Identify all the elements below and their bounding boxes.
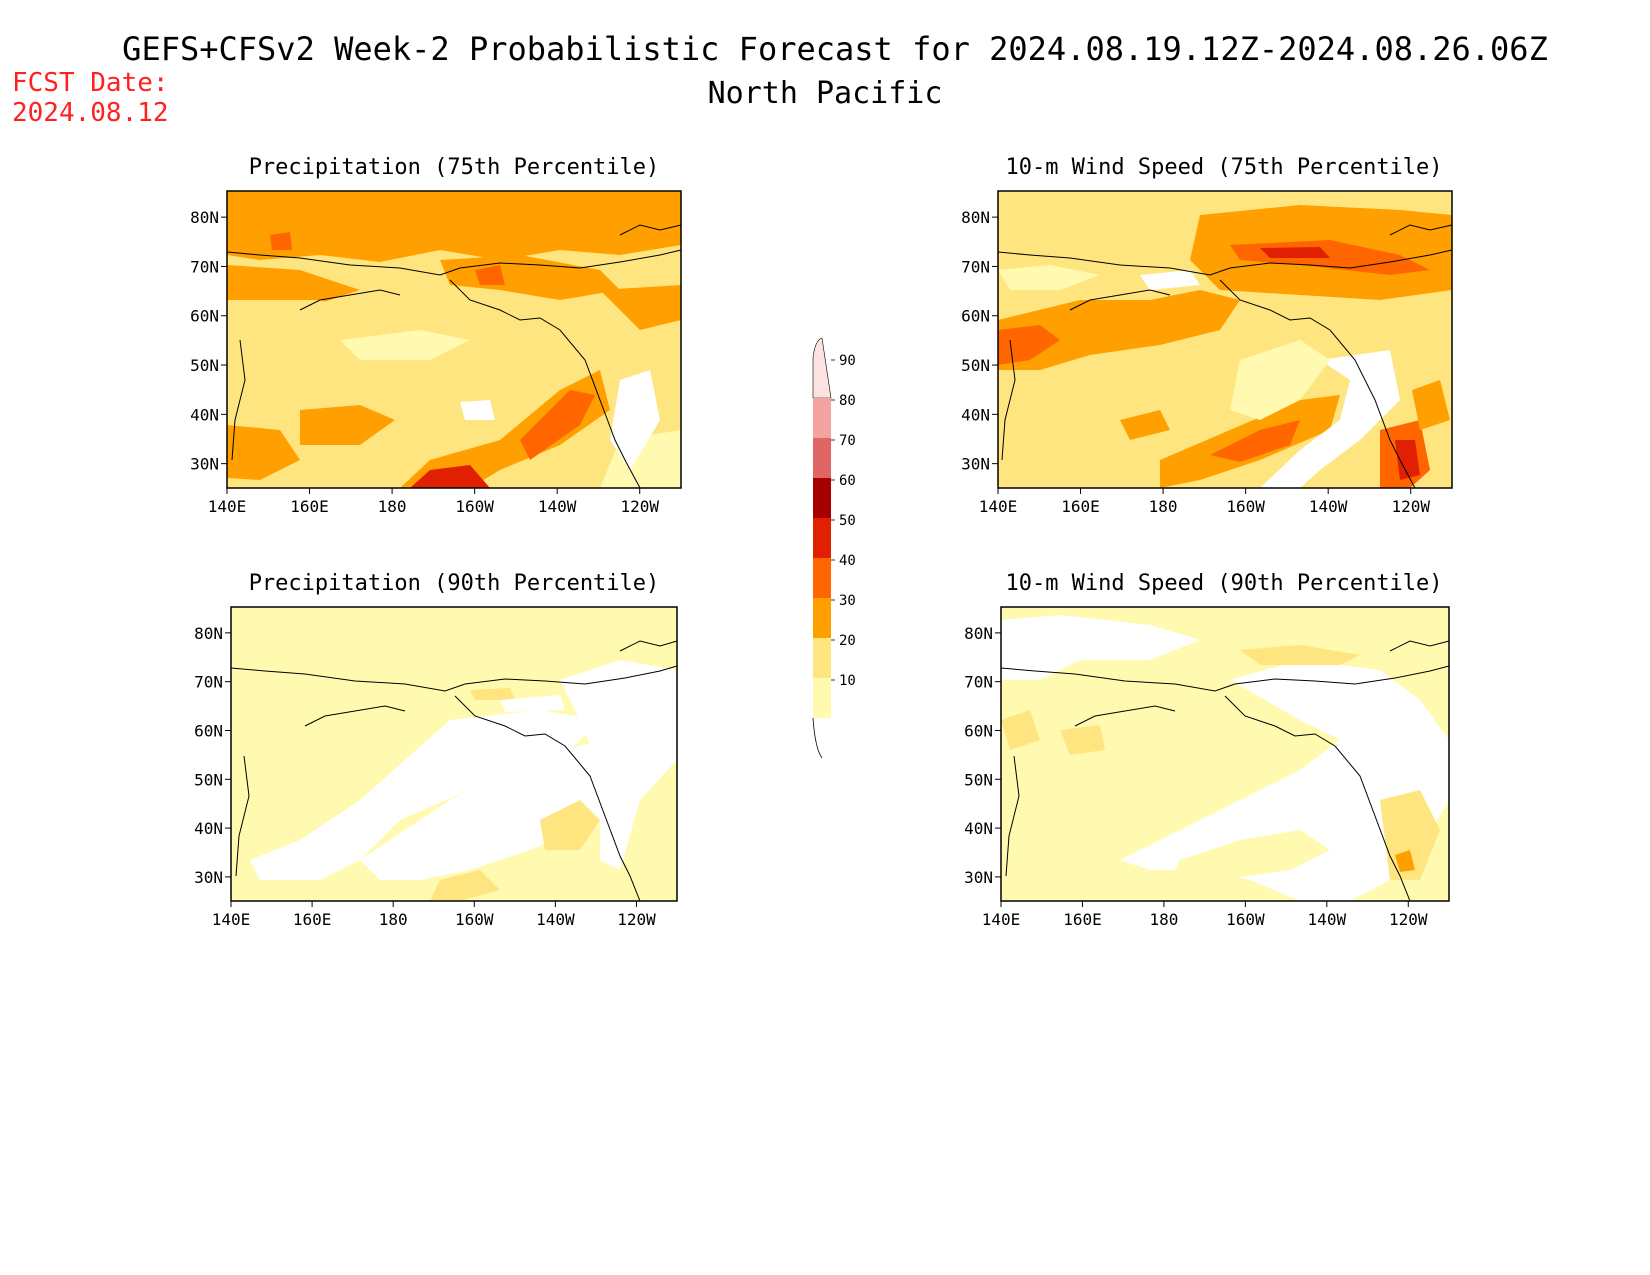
colorbar-label: 30 [839,593,856,609]
fcst-date-value: 2024.08.12 [12,98,169,128]
lat-tick-label: 60N [190,307,219,326]
lon-tick-label: 160W [1226,497,1265,516]
lon-tick-label: 140W [538,497,577,516]
colorbar-label: 40 [839,553,856,569]
colorbar-label: 80 [839,393,856,409]
colorbar-segment [813,558,831,598]
colorbar-segment [813,398,831,438]
axis-labels: 80N 70N 60N 50N 40N 30N 140E 160E 180 160W 140W 120… [190,208,1430,929]
panel-precip-90: Precipitation (90th Percentile) [230,571,678,902]
lon-tick-label: 120W [617,910,656,929]
lat-tick-label: 80N [190,208,219,227]
lat-tick-label: 30N [961,455,990,474]
lon-tick-label: 160W [455,497,494,516]
colorbar-segment [813,438,831,478]
lat-tick-label: 50N [190,356,219,375]
lon-tick-label: 140E [979,497,1018,516]
panel-title: 10-m Wind Speed (90th Percentile) [1005,571,1442,596]
lat-tick-label: 60N [194,721,223,740]
colorbar-segment [813,518,831,558]
colorbar-segment [812,337,832,399]
lat-tick-label: 30N [964,868,993,887]
lat-tick-label: 60N [961,307,990,326]
lat-tick-label: 50N [964,770,993,789]
panel-title: Precipitation (75th Percentile) [249,155,660,180]
lat-tick-label: 40N [190,405,219,424]
colorbar-label: 50 [839,513,856,529]
lon-tick-label: 140E [212,910,251,929]
figure-subtitle: North Pacific [707,76,943,111]
lon-tick-label: 140E [208,497,247,516]
lon-tick-label: 120W [1391,497,1430,516]
lat-tick-label: 80N [961,208,990,227]
lon-tick-label: 180 [378,497,407,516]
colorbar-tail [812,717,823,759]
lon-tick-label: 180 [379,910,408,929]
lat-tick-label: 40N [961,405,990,424]
panel-title: Precipitation (90th Percentile) [249,571,660,596]
panel-title: 10-m Wind Speed (75th Percentile) [1005,155,1442,180]
lon-tick-label: 140E [982,910,1021,929]
colorbar: 90 80 70 60 50 40 30 20 10 [812,337,856,759]
lon-tick-label: 160E [1063,910,1102,929]
lon-tick-label: 140W [536,910,575,929]
lon-tick-label: 160W [1226,910,1265,929]
lon-tick-label: 120W [1389,910,1428,929]
colorbar-label: 20 [839,633,856,649]
wind-90-shading [1001,607,1449,901]
lon-tick-label: 160E [290,497,329,516]
figure-title: GEFS+CFSv2 Week-2 Probabilistic Forecast… [122,30,1548,68]
colorbar-segment [813,478,831,518]
lat-tick-label: 70N [961,257,990,276]
lat-tick-label: 70N [194,673,223,692]
lat-tick-label: 60N [964,721,993,740]
colorbar-segment [813,678,831,718]
wind-75-shading [998,191,1452,488]
lat-tick-label: 80N [194,624,223,643]
colorbar-label: 60 [839,473,856,489]
lon-tick-label: 140W [1308,910,1347,929]
lon-tick-label: 160E [1061,497,1100,516]
lat-tick-label: 40N [964,819,993,838]
fcst-date-label: FCST Date: [12,68,169,98]
colorbar-segment [813,598,831,638]
precip-75-shading [227,191,681,488]
lon-tick-label: 180 [1149,910,1178,929]
lat-tick-label: 80N [964,624,993,643]
colorbar-segment [813,638,831,678]
lat-tick-label: 50N [961,356,990,375]
colorbar-label: 70 [839,433,856,449]
lon-tick-label: 120W [620,497,659,516]
panel-wind-90: 10-m Wind Speed (90th Percentile) [1000,571,1450,902]
lat-tick-label: 70N [964,673,993,692]
colorbar-label: 90 [839,353,856,369]
lat-tick-label: 70N [190,257,219,276]
lat-tick-label: 30N [190,455,219,474]
lon-tick-label: 160W [455,910,494,929]
lon-tick-label: 160E [293,910,332,929]
lat-tick-label: 30N [194,868,223,887]
lon-tick-label: 180 [1149,497,1178,516]
precip-90-shading [231,607,677,901]
panel-wind-75: 10-m Wind Speed (75th Percentile) [997,155,1453,489]
lat-tick-label: 50N [194,770,223,789]
panel-precip-75: Precipitation (75th Percentile) [226,155,682,489]
lat-tick-label: 40N [194,819,223,838]
lon-tick-label: 140W [1309,497,1348,516]
colorbar-label: 10 [839,673,856,689]
